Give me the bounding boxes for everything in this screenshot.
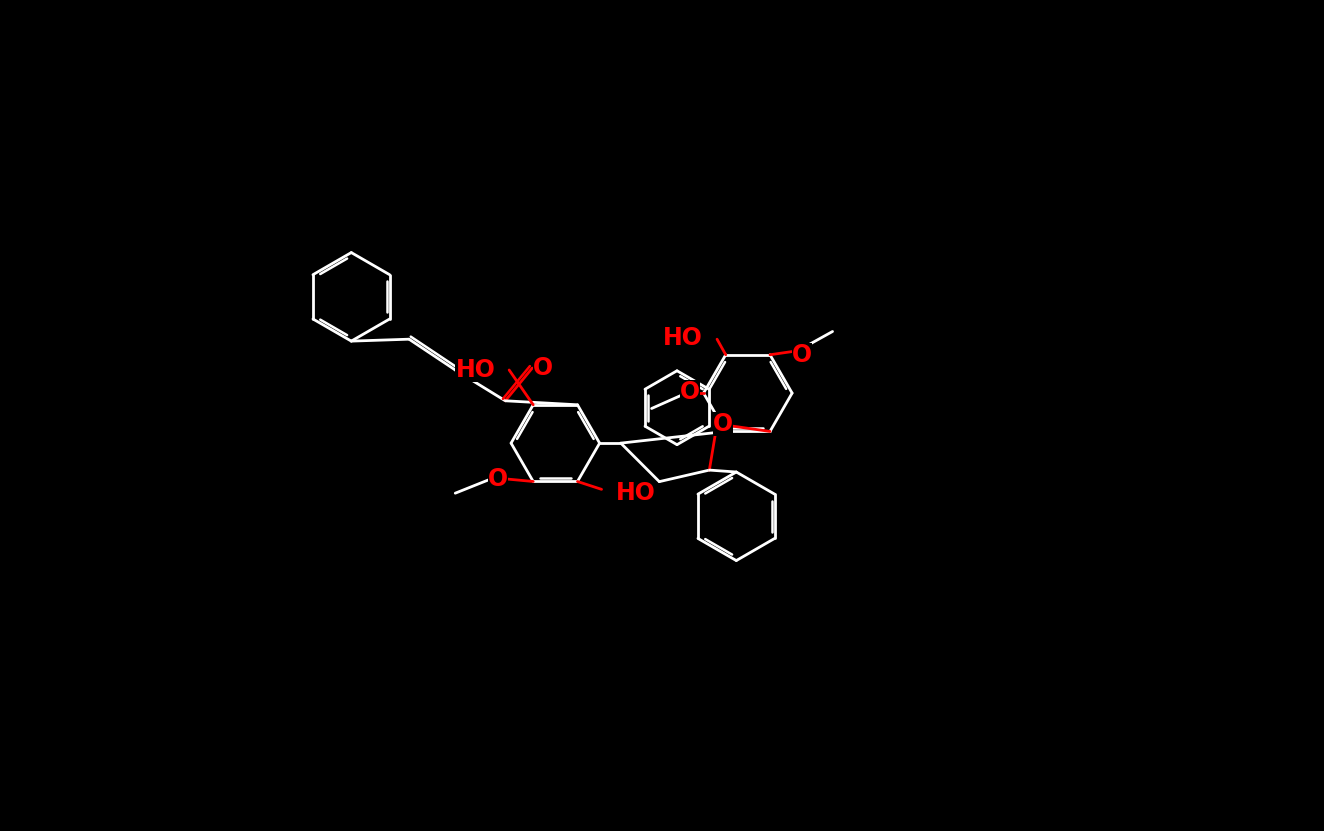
Text: HO: HO [455,358,495,382]
Text: O: O [534,356,553,380]
Text: HO: HO [616,481,655,505]
Text: O: O [487,467,507,491]
Text: O: O [714,412,733,436]
Text: HO: HO [663,326,703,350]
Text: O: O [792,342,812,366]
Text: O: O [681,380,700,404]
